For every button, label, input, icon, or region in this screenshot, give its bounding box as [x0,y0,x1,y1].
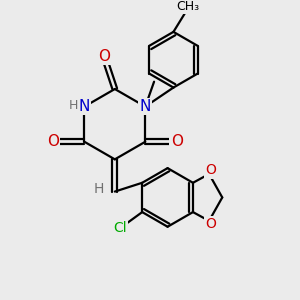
Text: H: H [94,182,104,196]
Text: CH₃: CH₃ [176,0,199,13]
Text: Cl: Cl [113,221,127,235]
Text: N: N [140,99,151,114]
Text: O: O [99,49,111,64]
Text: O: O [205,218,216,231]
Text: O: O [205,164,216,178]
Text: H: H [69,99,78,112]
Text: N: N [79,99,90,114]
Text: O: O [47,134,59,149]
Text: O: O [171,134,183,149]
